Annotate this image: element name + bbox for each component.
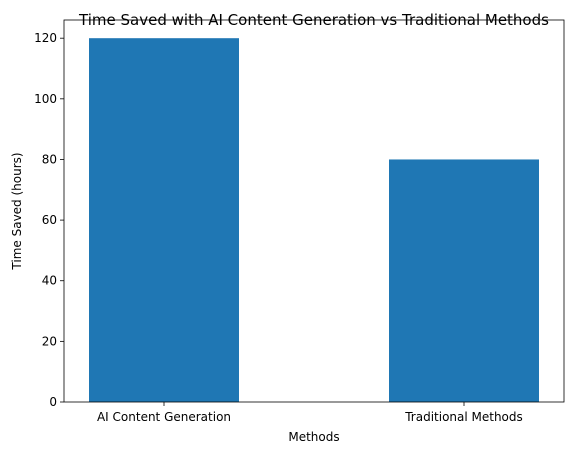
y-tick-label: 20 [42,334,57,348]
x-axis-label: Methods [288,430,339,444]
x-axis: AI Content Generation Traditional Methods [97,402,523,424]
chart-title: Time Saved with AI Content Generation vs… [78,11,549,29]
x-tick-label: AI Content Generation [97,410,231,424]
y-axis: 0 20 40 60 80 100 120 [34,31,64,409]
y-tick-label: 80 [42,152,57,166]
y-tick-label: 120 [34,31,57,45]
y-axis-label: Time Saved (hours) [10,152,24,270]
y-tick-label: 100 [34,92,57,106]
y-tick-label: 60 [42,213,57,227]
bars-group [89,38,539,402]
y-tick-label: 0 [49,395,57,409]
bar-1 [89,38,239,402]
plot-frame [63,19,565,403]
bar-2 [389,159,539,402]
x-tick-label: Traditional Methods [404,410,523,424]
y-tick-label: 40 [42,274,57,288]
